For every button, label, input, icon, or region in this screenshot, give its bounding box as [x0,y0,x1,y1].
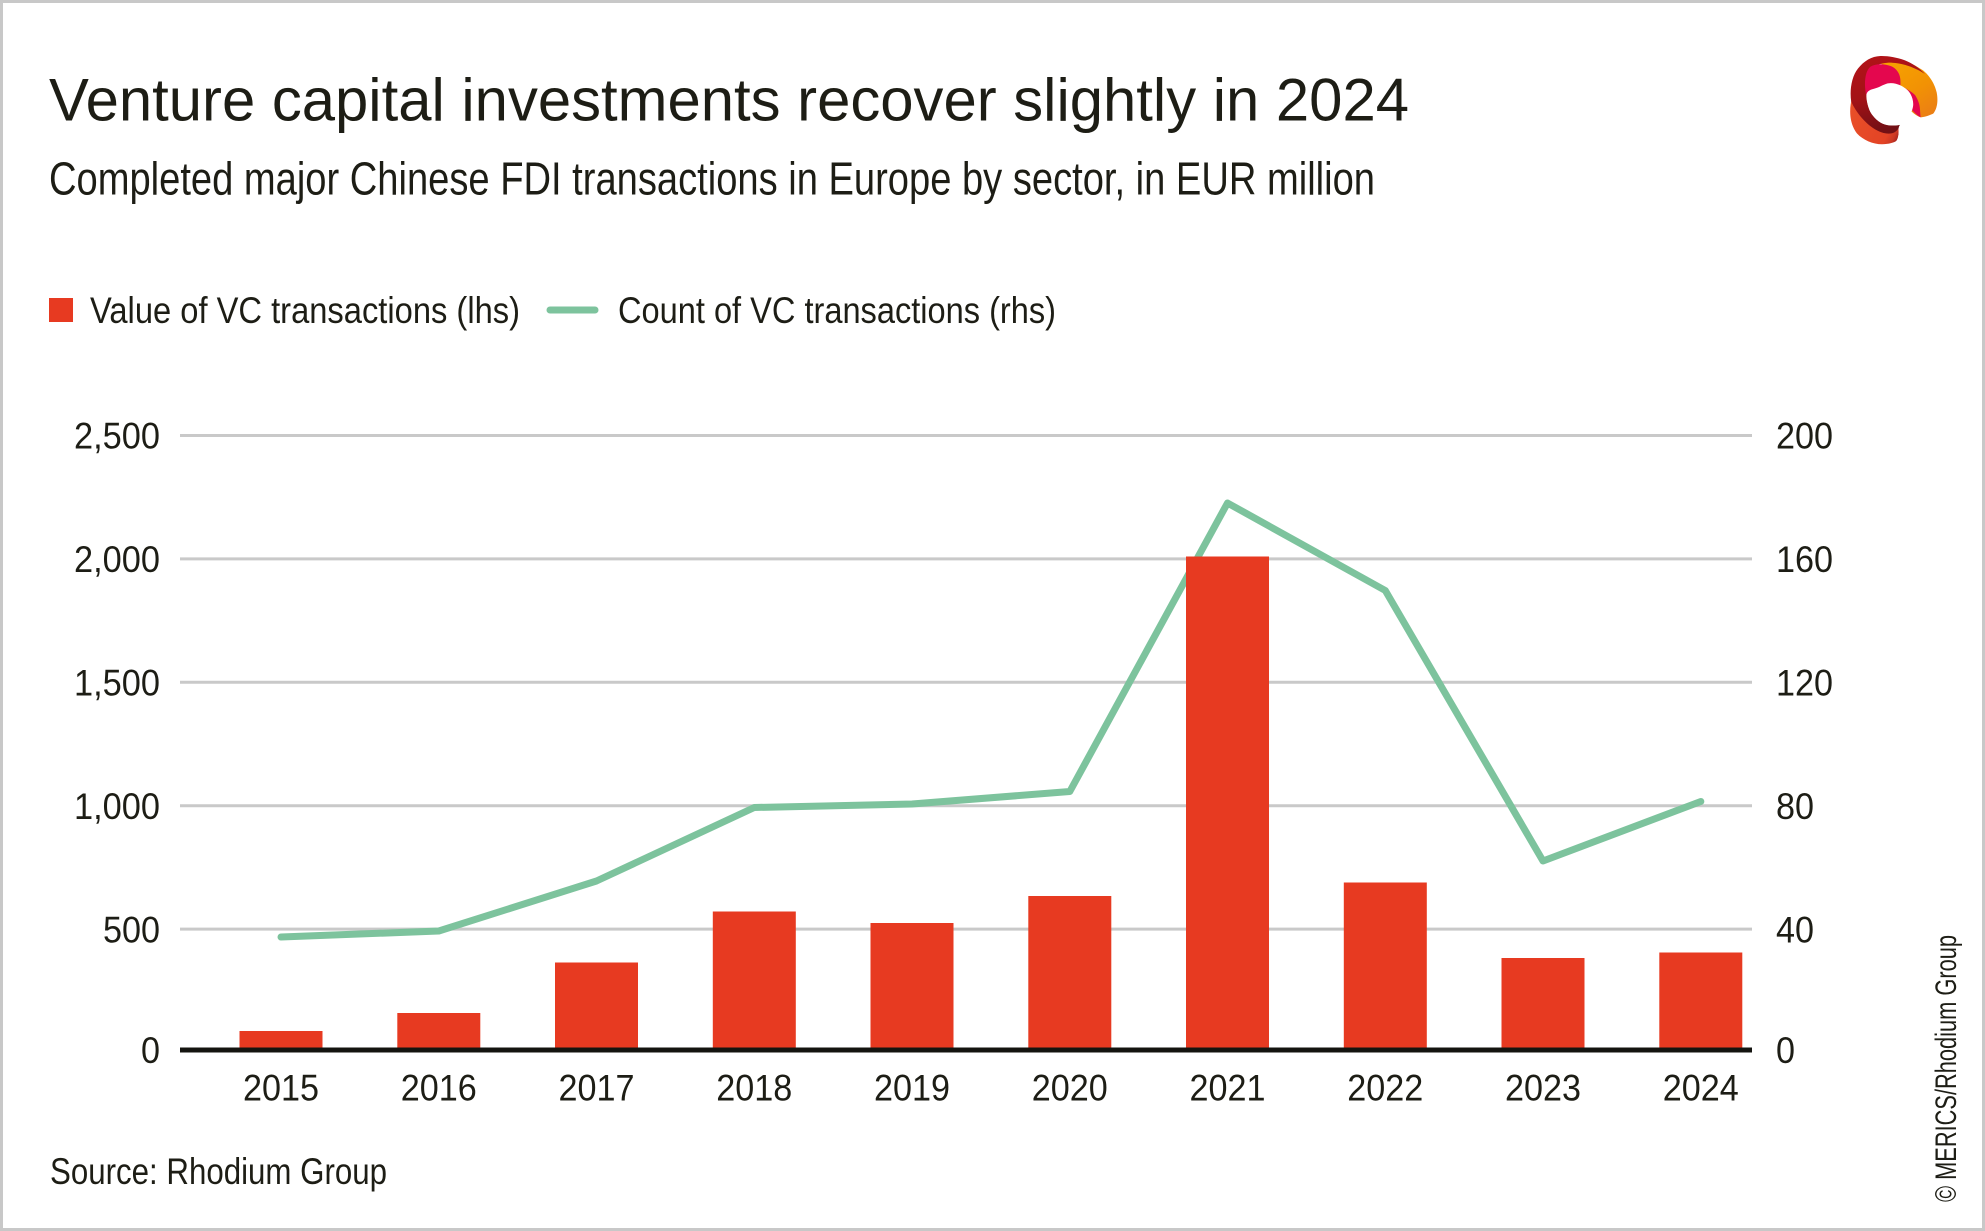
svg-text:2023: 2023 [1505,1068,1581,1109]
svg-text:Venture capital investments re: Venture capital investments recover slig… [49,66,1409,134]
svg-text:2021: 2021 [1190,1068,1266,1109]
svg-text:2017: 2017 [559,1068,635,1109]
svg-text:160: 160 [1776,539,1833,580]
svg-text:2018: 2018 [716,1068,792,1109]
svg-text:500: 500 [103,909,160,950]
svg-text:1,500: 1,500 [74,663,160,704]
svg-text:2022: 2022 [1347,1068,1423,1109]
svg-text:2020: 2020 [1032,1068,1108,1109]
svg-text:0: 0 [141,1030,160,1071]
svg-text:2,500: 2,500 [74,416,160,457]
svg-text:© MERICS/Rhodium Group: © MERICS/Rhodium Group [1930,935,1963,1202]
svg-text:2019: 2019 [874,1068,950,1109]
svg-text:80: 80 [1776,786,1814,827]
svg-text:Completed major Chinese FDI tr: Completed major Chinese FDI transactions… [49,153,1375,205]
svg-text:2016: 2016 [401,1068,477,1109]
svg-text:2015: 2015 [243,1068,319,1109]
svg-text:200: 200 [1776,416,1833,457]
svg-text:120: 120 [1776,663,1833,704]
svg-text:40: 40 [1776,909,1814,950]
svg-text:Source: Rhodium Group: Source: Rhodium Group [50,1151,387,1192]
svg-text:Value of VC transactions (lhs): Value of VC transactions (lhs) [90,290,520,331]
svg-text:2,000: 2,000 [74,539,160,580]
svg-text:0: 0 [1776,1030,1795,1071]
svg-text:Count of VC transactions (rhs): Count of VC transactions (rhs) [618,290,1056,331]
svg-text:1,000: 1,000 [74,786,160,827]
svg-text:2024: 2024 [1663,1068,1739,1109]
